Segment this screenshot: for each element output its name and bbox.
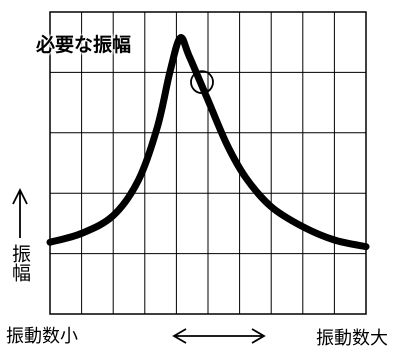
y-axis-label: 振幅 [9, 244, 31, 282]
x-axis-max-label: 振動数大 [316, 328, 388, 349]
series-group [46, 34, 370, 251]
required-amplitude-marker [190, 70, 214, 95]
resonance-curve-line [46, 34, 370, 251]
chart-grid [50, 12, 366, 314]
y-axis-arrow-icon [12, 187, 28, 238]
x-axis-min-label: 振動数小 [6, 326, 78, 347]
peak-annotation: 必要な振幅 [36, 34, 132, 56]
axis-arrows [12, 187, 266, 344]
x-double-arrow-icon [172, 328, 266, 344]
